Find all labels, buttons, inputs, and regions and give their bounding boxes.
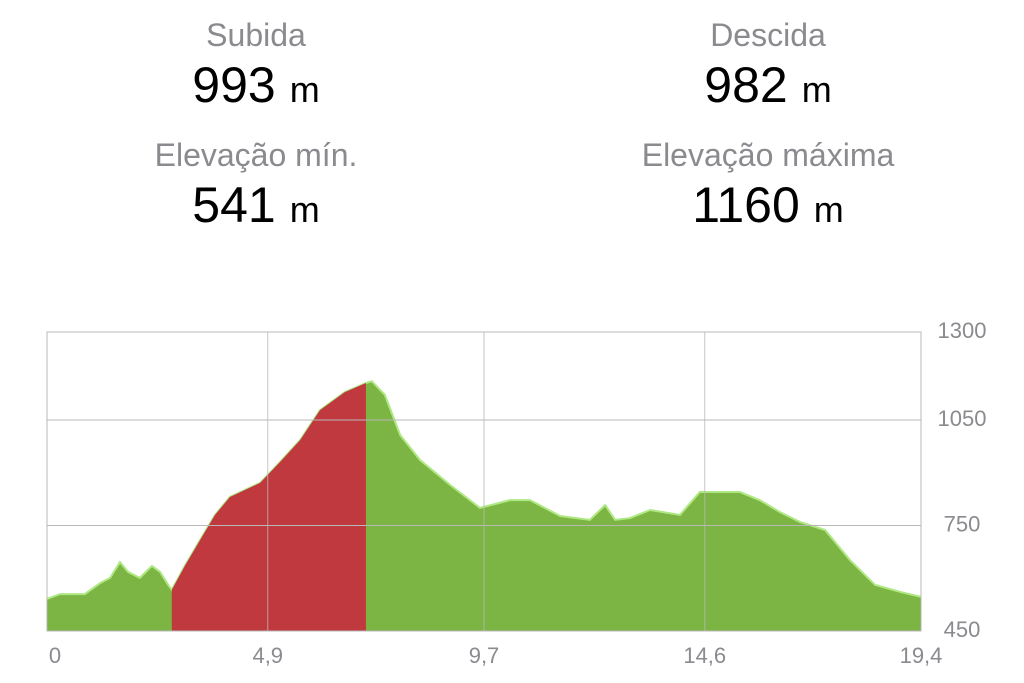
stat-max-elevation: Elevação máxima 1160 m bbox=[512, 135, 1024, 235]
x-tick-label: 0 bbox=[49, 643, 61, 668]
stat-ascent: Subida 993 m bbox=[0, 15, 512, 115]
stat-value: 541 m bbox=[0, 175, 512, 235]
stat-unit: m bbox=[289, 189, 320, 230]
x-tick-label: 9,7 bbox=[469, 643, 500, 668]
stat-unit: m bbox=[813, 189, 844, 230]
x-tick-label: 14,6 bbox=[683, 643, 726, 668]
stat-label: Elevação máxima bbox=[641, 137, 895, 173]
y-tick-label: 450 bbox=[944, 617, 981, 642]
y-tick-label: 1300 bbox=[938, 318, 987, 343]
stat-label: Subida bbox=[206, 17, 306, 53]
y-tick-label: 1050 bbox=[938, 406, 987, 431]
stat-value: 993 m bbox=[0, 55, 512, 115]
stat-number: 982 bbox=[704, 57, 788, 113]
highlight-area bbox=[171, 383, 366, 631]
stat-label: Elevação mín. bbox=[154, 137, 358, 173]
stat-number: 993 bbox=[192, 57, 276, 113]
stat-number: 1160 bbox=[692, 177, 800, 233]
stat-unit: m bbox=[801, 69, 832, 110]
stat-min-elevation: Elevação mín. 541 m bbox=[0, 135, 512, 235]
stat-value: 982 m bbox=[512, 55, 1024, 115]
y-tick-label: 750 bbox=[944, 511, 981, 536]
stat-value: 1160 m bbox=[512, 175, 1024, 235]
stat-label: Descida bbox=[710, 17, 826, 53]
x-tick-label: 4,9 bbox=[252, 643, 283, 668]
stat-number: 541 bbox=[192, 177, 276, 233]
stat-descent: Descida 982 m bbox=[512, 15, 1024, 115]
stat-unit: m bbox=[289, 69, 320, 110]
x-tick-label: 19,4 bbox=[900, 643, 943, 668]
elevation-line bbox=[46, 380, 922, 600]
